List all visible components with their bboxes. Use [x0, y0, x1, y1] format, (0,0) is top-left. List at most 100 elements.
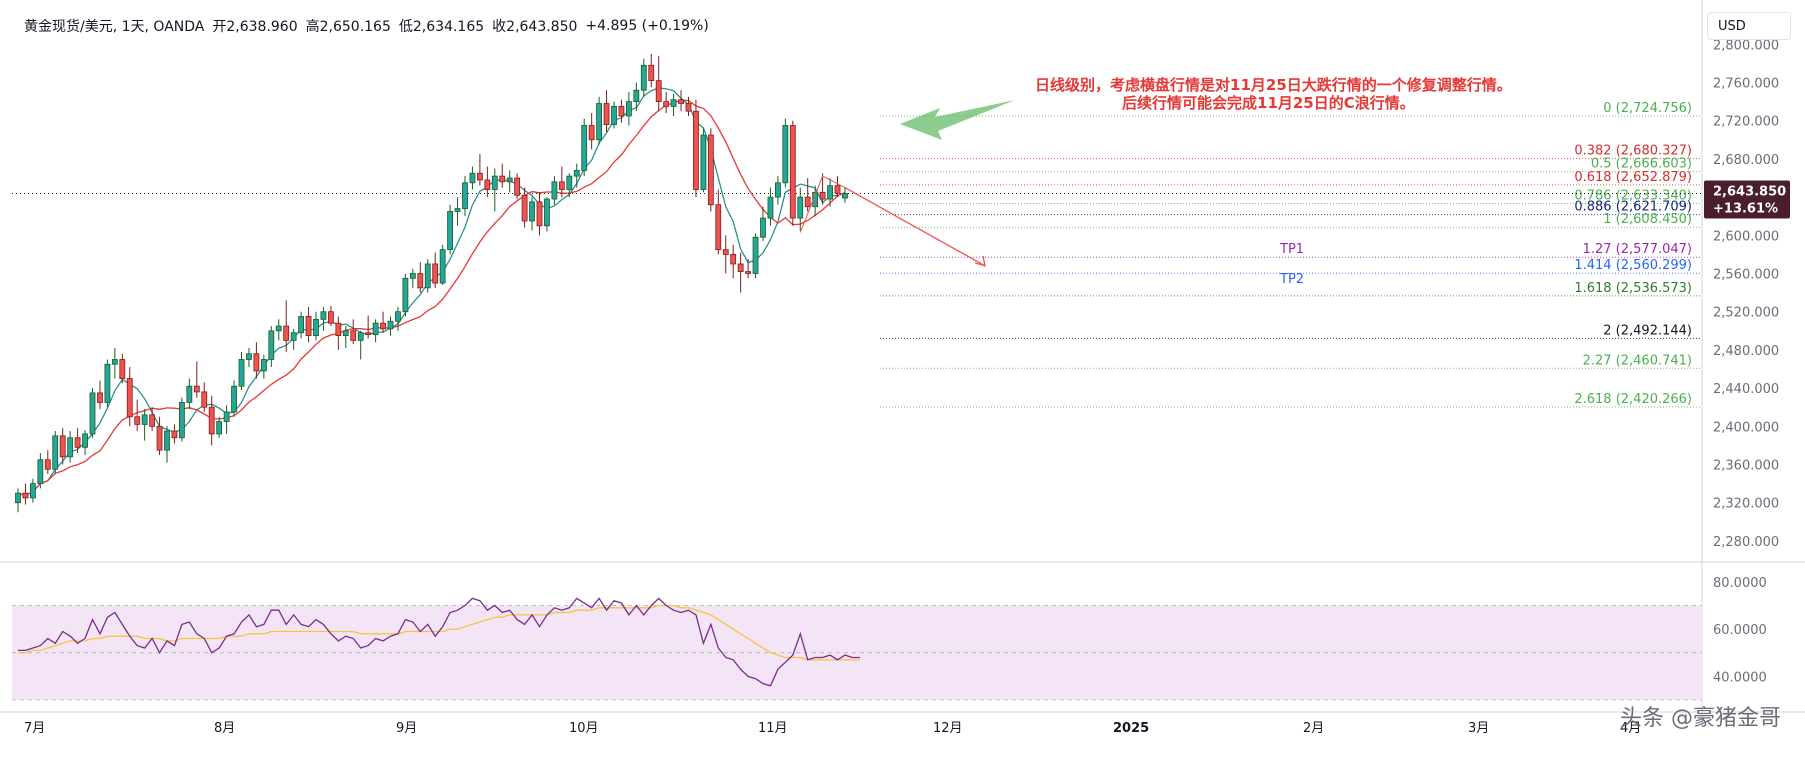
candle-body: [611, 105, 617, 125]
candle-body: [335, 322, 342, 336]
candle: [208, 395, 215, 446]
candle-body: [268, 330, 275, 360]
target-label: TP1: [1279, 242, 1304, 257]
candle-body: [260, 359, 267, 372]
rsi-tick-label: 60.0000: [1713, 623, 1767, 638]
candle: [767, 187, 774, 226]
candle: [827, 178, 833, 207]
candle-body: [186, 385, 193, 403]
candle: [491, 168, 498, 212]
candle: [402, 273, 409, 317]
candle-body: [424, 263, 431, 289]
candle-body: [52, 435, 59, 470]
candle-body: [491, 175, 498, 190]
candle-body: [439, 249, 446, 284]
candle-body: [573, 169, 580, 177]
low-value: 2,634.165: [412, 19, 485, 35]
candle: [59, 428, 66, 465]
candle: [44, 450, 51, 475]
candle-body: [663, 101, 670, 107]
candle: [126, 367, 133, 427]
rsi-line: [18, 597, 860, 687]
candle: [678, 90, 684, 112]
price-tick-label: 2,680.000: [1713, 153, 1779, 168]
candle: [626, 92, 632, 126]
candle: [178, 397, 185, 442]
candle-body: [484, 179, 491, 190]
fib-level-label: 0.5 (2,666.603): [1591, 157, 1692, 172]
candle-body: [402, 277, 409, 313]
candle: [141, 409, 148, 441]
candle-body: [737, 263, 744, 273]
candle: [67, 431, 74, 463]
candle-body: [201, 391, 208, 408]
candle: [819, 173, 826, 205]
low-label: 低: [398, 19, 413, 35]
annotation: 日线级别，考虑横盘行情是对11月25日大跌行情的一个修复调整行情。后续行情可能会…: [1035, 76, 1512, 112]
candle-body: [238, 359, 245, 387]
price-tick-label: 2,800.000: [1713, 38, 1779, 53]
price-tick-label: 2,400.000: [1713, 420, 1779, 435]
change-value: +4.895 (+0.19%): [585, 18, 709, 34]
candle: [536, 192, 543, 236]
candle: [342, 326, 349, 348]
candle: [842, 187, 848, 203]
candle: [506, 170, 513, 193]
high-value: 2,650.165: [319, 19, 391, 35]
price-tick-label: 2,320.000: [1713, 497, 1779, 512]
candle: [566, 173, 573, 198]
candle: [290, 328, 297, 350]
fib-level-label: 0.786 (2,633.340): [1574, 188, 1692, 203]
candle-body: [395, 311, 401, 322]
candle-body: [715, 204, 722, 251]
candle-body: [447, 211, 454, 251]
candle-body: [372, 322, 379, 336]
candle-body: [111, 359, 118, 365]
candle-body: [59, 435, 66, 458]
candle: [335, 316, 342, 350]
candle: [834, 176, 841, 198]
price-tick-label: 2,520.000: [1713, 306, 1779, 321]
candle-body: [789, 125, 796, 219]
ma-fast-line: [17, 87, 846, 497]
candle-body: [380, 322, 386, 330]
ma-slow-line: [17, 99, 846, 497]
candle: [223, 405, 230, 434]
candle: [216, 416, 223, 438]
candle: [15, 488, 21, 513]
candle-body: [327, 311, 334, 324]
candle-body: [298, 316, 305, 334]
candle: [454, 197, 461, 226]
candle: [804, 178, 811, 212]
candle: [596, 96, 602, 145]
time-tick-label: 10月: [569, 721, 599, 736]
candle: [417, 262, 424, 293]
candle-body: [290, 332, 297, 341]
candle: [29, 478, 36, 503]
time-tick-label: 9月: [396, 721, 417, 736]
candle: [89, 388, 96, 438]
candle: [707, 128, 714, 212]
symbol-name[interactable]: 黄金现货/美元, 1天, OANDA: [24, 19, 205, 35]
candle-body: [156, 425, 163, 451]
time-tick-label: 4月: [1620, 721, 1641, 736]
candle-body: [670, 99, 677, 107]
candle: [37, 453, 44, 489]
candle-body: [551, 181, 558, 200]
candle-body: [164, 430, 170, 451]
candle: [484, 166, 491, 198]
candle: [439, 244, 446, 285]
wave-path: [799, 175, 846, 233]
candle-body: [231, 385, 237, 413]
candle: [544, 197, 550, 232]
currency-button[interactable]: USD: [1707, 12, 1791, 40]
candle: [685, 96, 692, 116]
candle-body: [812, 191, 819, 208]
close-label: 收: [492, 19, 507, 35]
annotation-line-2: 后续行情可能会完成11月25日的C浪行情。: [1122, 94, 1415, 112]
candle-body: [633, 89, 640, 103]
candle-body: [581, 125, 588, 171]
rsi-band: [12, 605, 1702, 700]
time-tick-label: 7月: [24, 721, 45, 736]
